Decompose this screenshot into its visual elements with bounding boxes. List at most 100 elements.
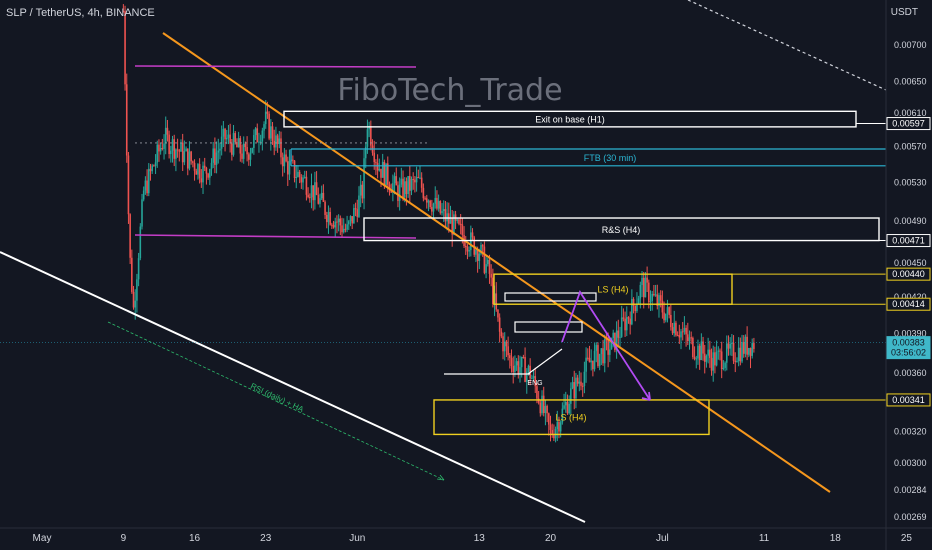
candle-body <box>753 343 755 349</box>
candle-body <box>400 178 403 185</box>
candle-body <box>478 253 481 261</box>
candle-body <box>724 362 726 368</box>
candle-body <box>512 365 515 372</box>
candle-body <box>432 203 435 212</box>
candle-body <box>317 194 320 204</box>
candle-body <box>268 113 270 139</box>
time-tick: 13 <box>474 533 486 544</box>
candle-body <box>595 345 598 351</box>
candle-body <box>575 377 577 399</box>
candle-body <box>615 330 618 351</box>
candle-body <box>468 250 470 252</box>
candle-body <box>127 155 130 215</box>
candle-body <box>476 249 479 261</box>
candle-body <box>163 143 165 149</box>
candle-body <box>151 165 153 172</box>
price-axis[interactable]: 0.00700 0.00650 0.00610 0.00570 0.00530 0.004… <box>885 0 927 550</box>
candle-body <box>183 151 186 163</box>
price-tick: 0.00570 <box>894 141 927 151</box>
candle-body <box>634 305 637 311</box>
candle-body <box>368 126 370 130</box>
candle-body <box>158 144 160 152</box>
candle-body <box>593 350 596 370</box>
candle-body <box>176 149 179 151</box>
candle-body <box>525 371 528 382</box>
zone-box <box>433 399 710 436</box>
candle-body <box>144 180 147 191</box>
price-label-box <box>886 393 931 407</box>
candle-body <box>498 317 501 332</box>
candle-body <box>336 221 338 223</box>
candle-body <box>334 221 337 228</box>
dotted-trendline <box>687 0 887 91</box>
candle-body <box>247 154 250 160</box>
candle-body <box>500 331 503 337</box>
price-label-box <box>886 297 931 311</box>
channel-line <box>0 251 586 523</box>
candle-body <box>439 201 442 214</box>
candle-body <box>275 135 277 148</box>
candle-body <box>170 150 172 155</box>
candle-body <box>541 395 543 414</box>
candle-body <box>353 208 355 224</box>
candle-body <box>225 137 228 140</box>
candle-body <box>492 277 494 305</box>
candle-body <box>166 127 169 135</box>
candle-body <box>607 339 609 355</box>
candle-body <box>344 228 347 230</box>
candle-body <box>598 353 601 366</box>
candle-body <box>458 219 460 224</box>
candle-body <box>561 408 564 423</box>
price-tick: 0.00650 <box>894 77 927 87</box>
candle-body <box>456 219 459 221</box>
zone-box <box>493 273 733 305</box>
candle-body <box>386 163 389 185</box>
candle-body <box>285 154 287 162</box>
time-tick: 23 <box>260 533 272 544</box>
candle-body <box>620 317 623 337</box>
price-tick: 0.00530 <box>894 177 927 187</box>
candle-body <box>480 244 482 254</box>
candle-body <box>188 151 191 169</box>
candle-body <box>712 352 715 371</box>
candle-body <box>270 126 272 139</box>
candle-body <box>261 130 264 142</box>
candle-body <box>661 300 664 313</box>
candle-body <box>709 349 711 358</box>
candle-body <box>259 141 262 143</box>
candle-body <box>444 209 447 222</box>
candle-body <box>370 126 372 146</box>
candle-body <box>373 152 376 163</box>
candle-body <box>278 138 281 145</box>
candle-body <box>636 303 638 311</box>
candle-body <box>249 152 252 160</box>
candle-body <box>207 173 209 178</box>
candle-body <box>742 342 745 354</box>
candle-body <box>722 367 725 369</box>
candle-body <box>209 169 211 178</box>
time-tick: 20 <box>545 533 557 544</box>
candle-body <box>331 224 333 226</box>
candle-body <box>258 141 260 143</box>
candle-body <box>366 129 369 147</box>
candle-body <box>749 347 752 356</box>
candle-body <box>286 161 289 175</box>
candle-body <box>375 162 377 164</box>
candle-body <box>531 378 533 380</box>
price-label-text: 0.00341 <box>892 395 925 405</box>
currency-unit: USDT <box>890 7 918 18</box>
candle-body <box>554 428 557 439</box>
price-tick: 0.00700 <box>894 40 927 50</box>
time-axis[interactable]: May91623Jun1320Jul111825Aug8 <box>0 527 932 544</box>
candle-body <box>580 381 582 386</box>
candle-body <box>549 424 552 430</box>
candle-body <box>442 209 445 212</box>
candle-body <box>164 127 167 144</box>
time-tick: 11 <box>759 533 770 544</box>
time-tick: 18 <box>830 533 842 544</box>
zone-label: R&S (H4) <box>602 225 641 235</box>
candle-body <box>307 194 309 198</box>
candle-body <box>132 291 135 308</box>
